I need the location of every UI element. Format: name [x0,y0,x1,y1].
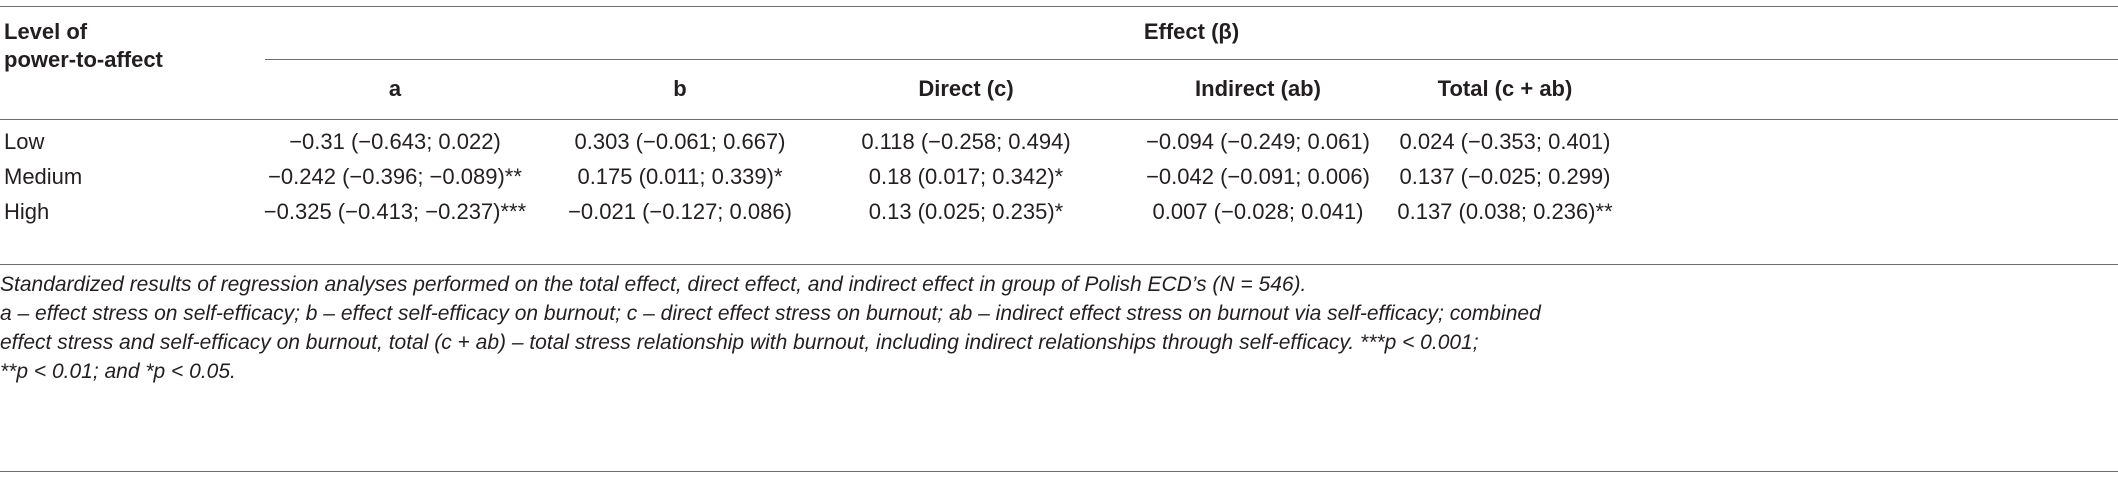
row-label-medium: Medium [4,164,83,189]
table-cell: −0.094 (−0.249; 0.061) [1146,129,1370,154]
table-bottom-rule [0,471,2118,472]
table-cell: 0.007 (−0.028; 0.041) [1152,199,1364,224]
row-header-label-cont: power-to-affect [4,47,163,72]
column-header-direct: Direct (c) [918,76,1014,101]
column-header-total: Total (c + ab) [1437,76,1573,101]
table-cell: 0.137 (0.038; 0.236)** [1397,199,1613,224]
body-bottom-rule [0,264,2118,265]
row-label-low: Low [4,129,45,154]
table-cell: 0.137 (−0.025; 0.299) [1399,164,1611,189]
table-cell: 0.303 (−0.061; 0.667) [574,129,786,154]
column-header-indirect: Indirect (ab) [1195,76,1321,101]
table-cell: 0.13 (0.025; 0.235)* [868,199,1064,224]
table-footnote: a – effect stress on self-efficacy; b – … [0,302,1541,325]
row-label-high: High [4,199,50,224]
table-cell: 0.18 (0.017; 0.342)* [868,164,1064,189]
column-header-a: a [388,76,402,101]
group-header-effect: Effect (β) [1143,19,1240,44]
table-top-rule [0,6,2118,7]
group-header-underline [265,59,2118,60]
table-cell: −0.325 (−0.413; −0.237)*** [263,199,527,224]
table-cell: 0.118 (−0.258; 0.494) [861,129,1071,154]
table-footnote: effect stress and self-efficacy on burno… [0,331,1479,354]
table-cell: −0.021 (−0.127; 0.086) [568,199,792,224]
table-cell: −0.042 (−0.091; 0.006) [1146,164,1370,189]
table-caption: Standardized results of regression analy… [0,273,1307,296]
table-cell: 0.175 (0.011; 0.339)* [577,164,783,189]
table-cell: −0.31 (−0.643; 0.022) [289,129,501,154]
table-cell: 0.024 (−0.353; 0.401) [1399,129,1611,154]
column-header-b: b [673,76,687,101]
header-bottom-rule [0,119,2118,120]
row-header-label: Level of [4,19,88,44]
table-cell: −0.242 (−0.396; −0.089)** [268,164,522,189]
table-footnote: **p < 0.01; and *p < 0.05. [0,360,236,383]
